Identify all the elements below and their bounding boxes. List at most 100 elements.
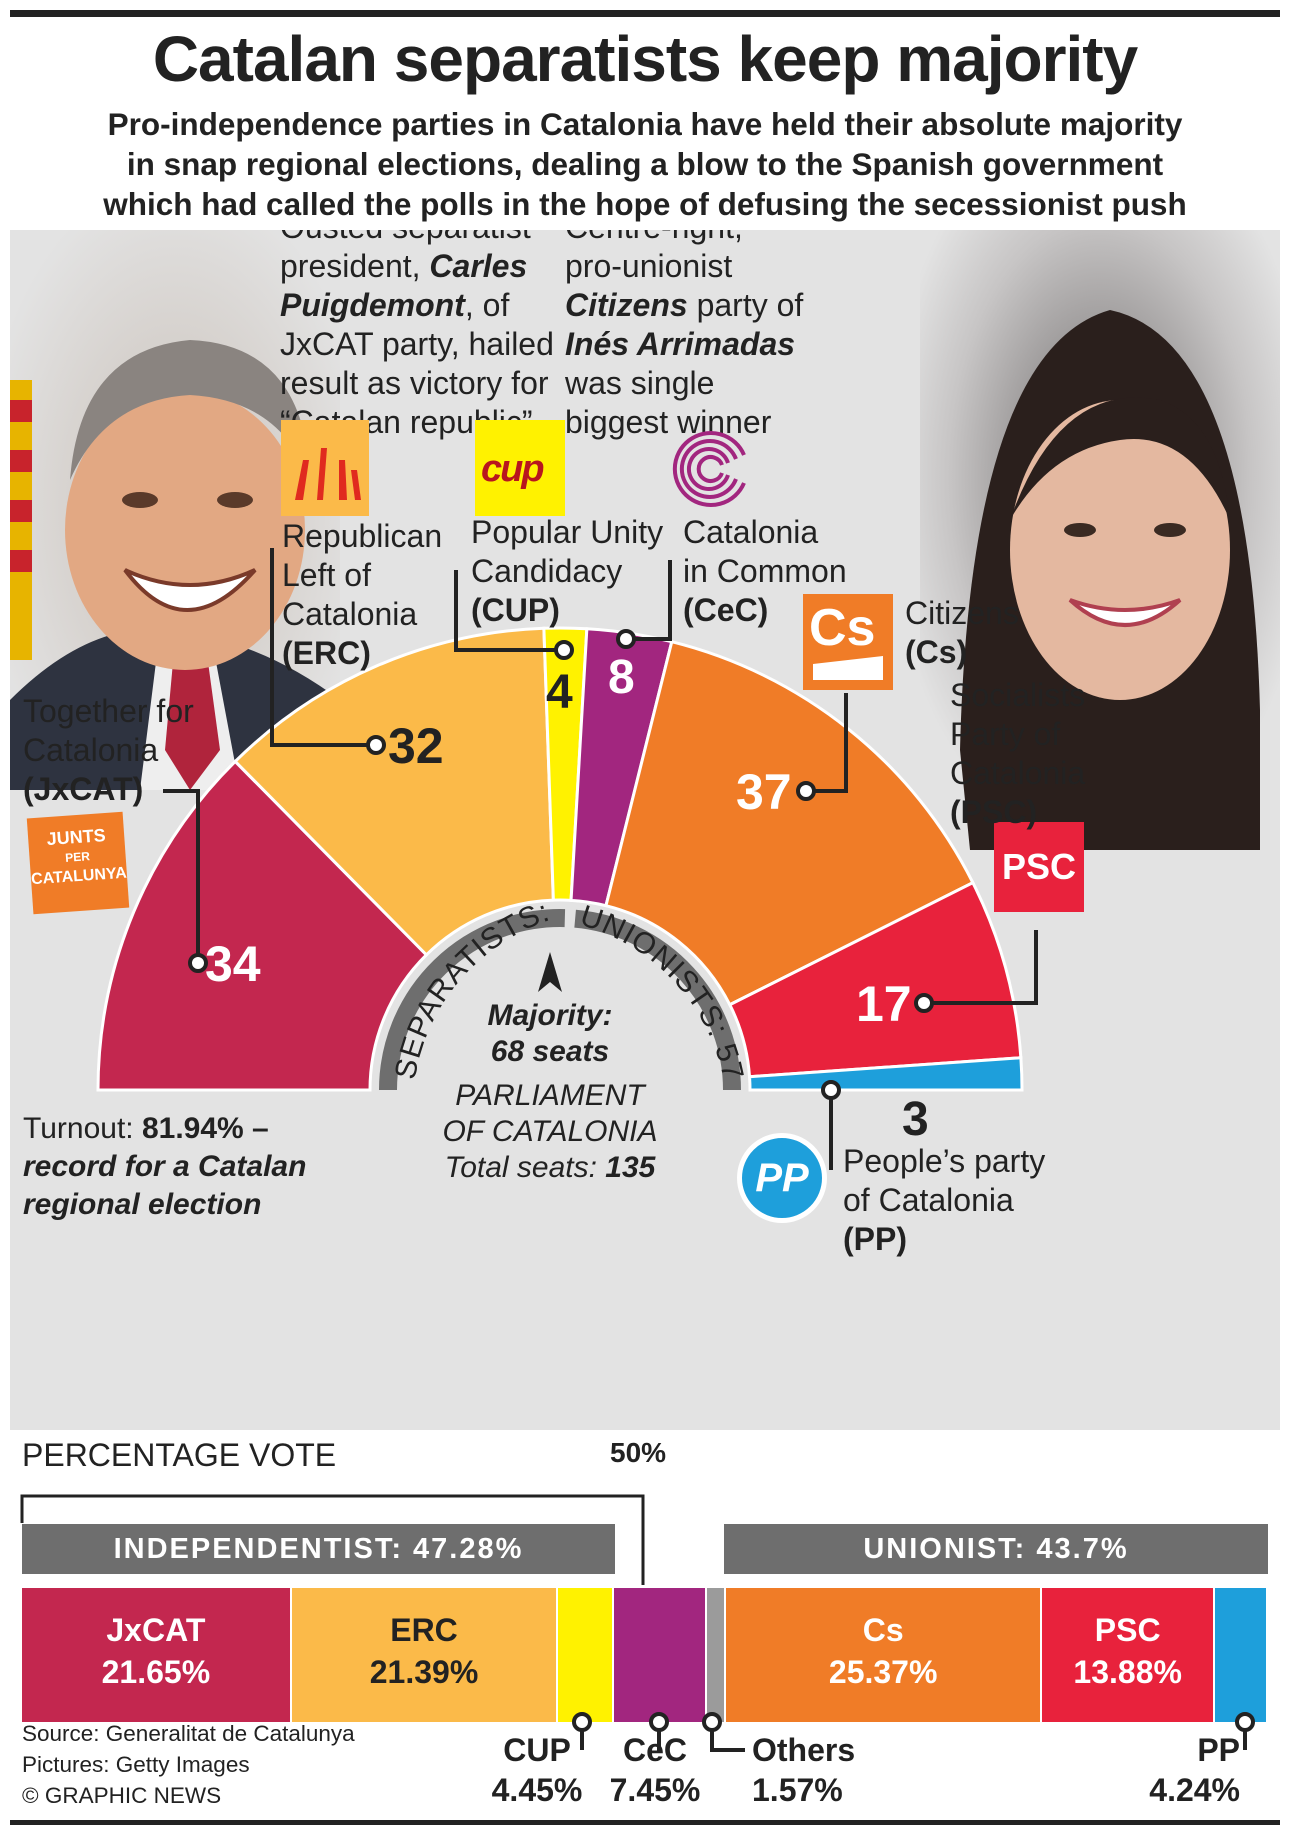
vote-segment-value: 21.65% xyxy=(101,1654,211,1690)
credit-text: © GRAPHIC NEWS xyxy=(22,1783,222,1808)
vote-label-value: 7.45% xyxy=(609,1772,701,1808)
vote-segment-erc: ERC 21.39% xyxy=(291,1588,559,1722)
seats-cec: 8 xyxy=(608,651,635,704)
vote-segment-pp xyxy=(1215,1588,1268,1722)
note-text: pro-unionist xyxy=(565,248,733,284)
fifty-percent-label: 50% xyxy=(610,1437,667,1468)
party-abbr: (ERC) xyxy=(282,635,371,671)
puigdemont-portrait xyxy=(10,230,340,790)
label-cs: Citizens (Cs) xyxy=(905,594,1019,672)
party-name: Republican xyxy=(282,518,443,554)
cup-logo: cup xyxy=(475,420,565,516)
turnout-value: 81.94% – xyxy=(141,1112,269,1145)
party-name: People’s party xyxy=(843,1143,1046,1179)
party-name: Popular Unity xyxy=(471,514,664,550)
vote-label-cec: CeC 7.45% xyxy=(600,1730,710,1810)
note-text: president, xyxy=(280,248,430,284)
vote-segment-cs: Cs 25.37% xyxy=(726,1588,1043,1722)
vote-segment-value: 21.39% xyxy=(369,1654,479,1690)
leader-line-cs xyxy=(806,693,848,793)
note-text: JxCAT party, hailed xyxy=(280,326,554,362)
party-abbr: (CUP) xyxy=(471,592,560,628)
leader-line-jxcat xyxy=(163,789,200,963)
note-text: biggest winner xyxy=(565,404,772,440)
vote-segment-label: JxCAT xyxy=(106,1612,206,1648)
vote-label-name: CUP xyxy=(503,1732,571,1768)
majority-text: Majority: xyxy=(487,999,613,1032)
hemicycle-segment-jxcat xyxy=(96,759,429,1092)
party-name: of Catalonia xyxy=(843,1182,1014,1218)
vote-segment-jxcat: JxCAT 21.65% xyxy=(22,1588,292,1722)
majority-arrow-icon xyxy=(538,952,562,992)
party-name: Catalonia xyxy=(950,755,1086,791)
party-abbr: (PP) xyxy=(843,1221,907,1257)
arrimadas-portrait xyxy=(920,230,1280,850)
source-credits: Source: Generalitat de Catalunya Picture… xyxy=(22,1718,355,1811)
leader-lines xyxy=(163,548,1038,1170)
cup-logo-text: cup xyxy=(481,448,545,490)
party-name: Candidacy xyxy=(471,553,623,589)
cs-logo-icon xyxy=(813,656,883,680)
parliament-text: PARLIAMENT xyxy=(455,1079,645,1112)
party-name: Left of xyxy=(282,557,371,593)
leader-dot-pp xyxy=(821,1080,841,1100)
page-subtitle: Pro-independence parties in Catalonia ha… xyxy=(20,104,1270,224)
note-name: Citizens xyxy=(565,287,688,323)
vote-label-cup: CUP 4.45% xyxy=(487,1730,587,1810)
seats-cup: 4 xyxy=(546,666,573,719)
unionist-bar: UNIONIST: 43.7% xyxy=(724,1524,1268,1574)
cs-logo: Cs xyxy=(803,594,893,690)
vote-label-value: 1.57% xyxy=(752,1772,843,1808)
parliament-text: OF CATALONIA xyxy=(442,1115,658,1148)
note-text: result as victory for xyxy=(280,365,549,401)
vote-segment-value: 25.37% xyxy=(828,1654,938,1690)
hemicycle-segment-cs xyxy=(604,639,975,1007)
party-name: Catalonia xyxy=(23,732,159,768)
note-text: was single xyxy=(565,365,715,401)
top-rule xyxy=(10,10,1280,17)
note-text: party of xyxy=(687,287,804,323)
turnout-text: regional election xyxy=(23,1188,262,1221)
leader-line-cup xyxy=(454,570,564,652)
party-name: Catalonia xyxy=(282,596,418,632)
hemicycle-chart xyxy=(96,626,1024,1092)
majority-label: Majority: 68 seats xyxy=(450,998,650,1070)
note-name: Puigdemont xyxy=(280,287,465,323)
vote-label-name: CeC xyxy=(622,1732,687,1768)
seats-erc: 32 xyxy=(388,718,444,774)
leader-dot-erc xyxy=(366,735,386,755)
hemicycle-segment-pp xyxy=(747,1056,1024,1092)
arrimadas-note: Centre-right, pro-unionist Citizens part… xyxy=(565,230,825,442)
note-name: Carles xyxy=(429,248,528,284)
party-name: in Common xyxy=(683,553,847,589)
party-name: Citizens xyxy=(905,595,1019,631)
label-erc: Republican Left of Catalonia (ERC) xyxy=(282,517,442,673)
party-abbr: (CeC) xyxy=(683,592,769,628)
hemicycle-segment-erc xyxy=(233,626,555,957)
total-seats-label: Total seats: xyxy=(444,1151,606,1184)
label-cup: Popular Unity Candidacy (CUP) xyxy=(471,513,663,630)
note-name: Inés Arrimadas xyxy=(565,326,796,362)
group-ring-unionists xyxy=(574,909,741,1091)
label-psc: Socialists Party of Catalonia (PSC) xyxy=(950,676,1085,832)
cec-logo-icon xyxy=(672,431,746,507)
party-abbr: (JxCAT) xyxy=(23,771,144,807)
subtitle-line: Pro-independence parties in Catalonia ha… xyxy=(107,106,1183,142)
vote-label-value: 4.45% xyxy=(491,1772,583,1808)
pictures-text: Pictures: Getty Images xyxy=(22,1752,250,1777)
label-cec: Catalonia in Common (CeC) xyxy=(683,513,847,630)
vote-leader-line-others xyxy=(710,1722,745,1752)
cec-logo xyxy=(670,425,758,513)
leader-dot-jxcat xyxy=(188,953,208,973)
note-text: Ousted separatist xyxy=(280,230,531,245)
subtitle-line: in snap regional elections, dealing a bl… xyxy=(126,146,1164,182)
vote-segment-label: Cs xyxy=(862,1612,904,1648)
psc-logo: PSC xyxy=(994,822,1084,912)
note-text: Centre-right, xyxy=(565,230,743,245)
vote-segment-label: PSC xyxy=(1094,1612,1161,1648)
parliament-label: PARLIAMENT OF CATALONIA Total seats: 135 xyxy=(420,1078,680,1186)
party-abbr: (PSC) xyxy=(950,794,1038,830)
seats-pp: 3 xyxy=(902,1093,929,1146)
leader-dots xyxy=(188,629,934,1100)
party-name: Socialists xyxy=(950,677,1086,713)
